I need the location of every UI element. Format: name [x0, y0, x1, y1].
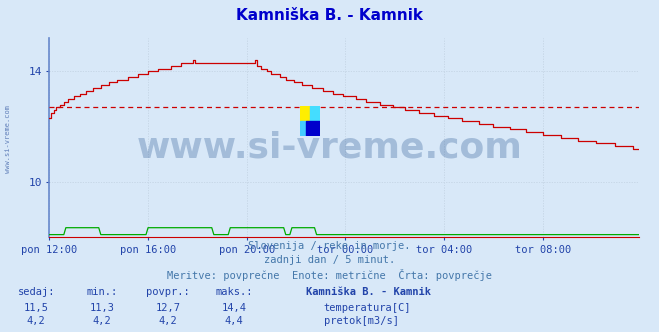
- Bar: [310, 106, 320, 121]
- Text: www.si-vreme.com: www.si-vreme.com: [136, 131, 523, 165]
- Text: pretok[m3/s]: pretok[m3/s]: [324, 316, 399, 326]
- Text: 11,5: 11,5: [24, 303, 49, 313]
- Text: 4,2: 4,2: [93, 316, 111, 326]
- Text: Slovenija / reke in morje.: Slovenija / reke in morje.: [248, 241, 411, 251]
- Bar: [306, 121, 320, 136]
- Text: min.:: min.:: [86, 287, 118, 297]
- Text: sedaj:: sedaj:: [18, 287, 55, 297]
- Text: maks.:: maks.:: [215, 287, 252, 297]
- Text: www.si-vreme.com: www.si-vreme.com: [5, 106, 11, 173]
- Bar: [300, 121, 306, 136]
- Text: zadnji dan / 5 minut.: zadnji dan / 5 minut.: [264, 255, 395, 265]
- Text: 11,3: 11,3: [90, 303, 115, 313]
- Text: temperatura[C]: temperatura[C]: [324, 303, 411, 313]
- Text: Kamniška B. - Kamnik: Kamniška B. - Kamnik: [306, 287, 432, 297]
- Text: Kamniška B. - Kamnik: Kamniška B. - Kamnik: [236, 8, 423, 23]
- Text: 4,2: 4,2: [27, 316, 45, 326]
- Bar: [300, 106, 310, 121]
- Text: povpr.:: povpr.:: [146, 287, 190, 297]
- Text: 12,7: 12,7: [156, 303, 181, 313]
- Text: Meritve: povprečne  Enote: metrične  Črta: povprečje: Meritve: povprečne Enote: metrične Črta:…: [167, 269, 492, 281]
- Text: 4,4: 4,4: [225, 316, 243, 326]
- Text: 14,4: 14,4: [221, 303, 246, 313]
- Text: 4,2: 4,2: [159, 316, 177, 326]
